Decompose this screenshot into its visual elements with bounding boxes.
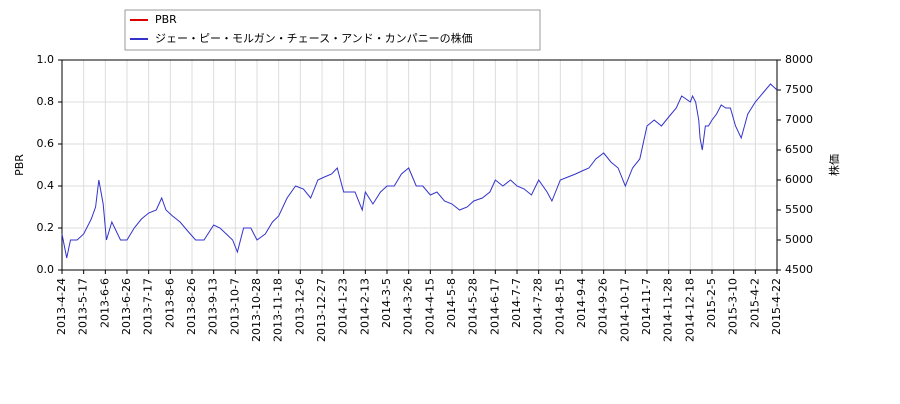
legend-label: ジェー・ピー・モルガン・チェース・アンド・カンパニーの株価	[155, 31, 473, 45]
y2-axis-label: 株価	[827, 154, 841, 176]
x-tick-label: 2014-7-7	[510, 278, 523, 328]
y2-tick-label: 8000	[785, 53, 813, 66]
plot-frame	[61, 59, 778, 271]
x-tick-label: 2014-1-23	[337, 278, 350, 335]
legend: PBR ジェー・ピー・モルガン・チェース・アンド・カンパニーの株価	[124, 9, 541, 51]
y2-tick-label: 6000	[785, 173, 813, 186]
series-line	[61, 83, 778, 259]
x-tick-label: 2015-2-5	[705, 278, 718, 328]
legend-box	[124, 9, 541, 51]
x-tick-label: 2014-11-28	[662, 278, 675, 342]
x-tick-label: 2014-6-17	[488, 278, 501, 335]
x-tick-label: 2015-3-10	[727, 278, 740, 335]
x-tick-label: 2014-5-28	[467, 278, 480, 335]
y-tick-label: 0.0	[37, 263, 55, 276]
x-tick-label: 2014-12-18	[683, 278, 696, 342]
y-axis-label: PBR	[13, 154, 26, 176]
x-tick-label: 2013-10-28	[250, 278, 263, 342]
x-tick-label: 2013-9-13	[207, 278, 220, 335]
x-tick-label: 2014-11-7	[640, 278, 653, 335]
x-tick-label: 2013-7-17	[142, 278, 155, 335]
x-tick-label: 2014-9-26	[597, 278, 610, 335]
legend-label: PBR	[155, 13, 177, 26]
x-tick-label: 2014-5-8	[445, 278, 458, 328]
x-tick-label: 2013-8-6	[163, 278, 176, 328]
y-tick-label: 0.2	[37, 221, 55, 234]
y-tick-label: 0.8	[37, 95, 55, 108]
x-tick-label: 2014-3-5	[380, 278, 393, 328]
x-tick-label: 2013-8-26	[185, 278, 198, 335]
x-tick-label: 2014-4-15	[423, 278, 436, 335]
x-tick-label: 2014-7-28	[532, 278, 545, 335]
x-tick-label: 2013-12-6	[293, 278, 306, 335]
y2-tick-label: 7500	[785, 83, 813, 96]
x-tick-label: 2013-10-7	[228, 278, 241, 335]
x-tick-label: 2015-4-2	[748, 278, 761, 328]
y2-tick-label: 7000	[785, 113, 813, 126]
x-tick-label: 2013-12-27	[315, 278, 328, 342]
y2-tick-label: 5500	[785, 203, 813, 216]
y2-tick-label: 5000	[785, 233, 813, 246]
y-tick-label: 0.4	[37, 179, 55, 192]
x-tick-label: 2013-6-26	[120, 278, 133, 335]
x-tick-label: 2015-4-22	[770, 278, 783, 335]
y2-tick-label: 4500	[785, 263, 813, 276]
x-tick-label: 2013-4-24	[55, 278, 68, 335]
x-tick-label: 2014-2-13	[358, 278, 371, 335]
y-tick-label: 1.0	[37, 53, 55, 66]
x-tick-label: 2014-10-17	[618, 278, 631, 342]
x-tick-label: 2013-6-6	[98, 278, 111, 328]
y2-tick-label: 6500	[785, 143, 813, 156]
x-tick-label: 2014-3-26	[402, 278, 415, 335]
x-tick-label: 2013-11-18	[272, 278, 285, 342]
x-tick-label: 2013-5-17	[77, 278, 90, 335]
x-tick-label: 2014-8-15	[553, 278, 566, 335]
y-tick-label: 0.6	[37, 137, 55, 150]
x-tick-label: 2014-9-4	[575, 278, 588, 328]
